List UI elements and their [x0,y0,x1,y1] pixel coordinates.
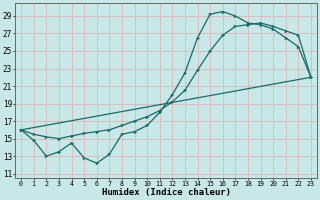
X-axis label: Humidex (Indice chaleur): Humidex (Indice chaleur) [101,188,230,197]
